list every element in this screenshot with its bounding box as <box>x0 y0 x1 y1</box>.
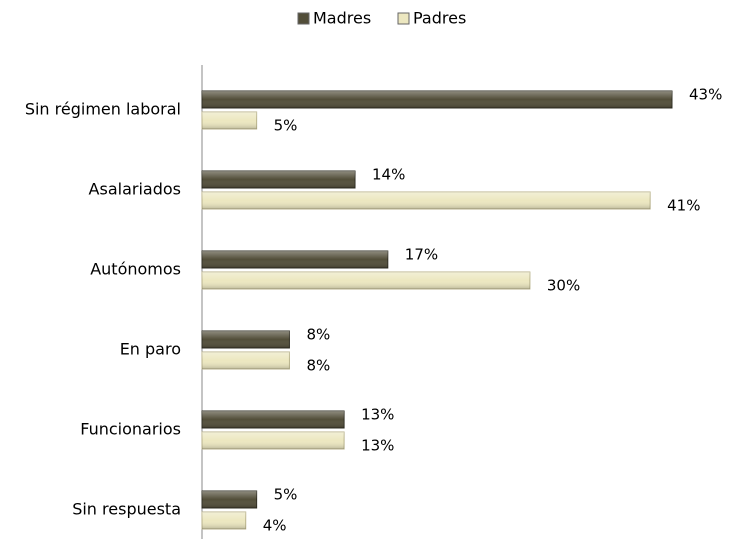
legend-swatch <box>397 12 410 25</box>
data-label: 17% <box>405 246 438 264</box>
data-label: 8% <box>306 326 330 344</box>
data-label: 4% <box>263 517 287 535</box>
bar-shine <box>202 352 290 369</box>
bar-shine <box>202 171 356 188</box>
data-label: 14% <box>372 166 405 184</box>
legend-label: Madres <box>313 9 371 28</box>
legend-label: Padres <box>413 9 466 28</box>
data-label: 41% <box>667 197 700 215</box>
category-label: Asalariados <box>89 180 181 199</box>
bar-shine <box>202 251 388 268</box>
bar-shine <box>202 91 672 108</box>
bar-shine <box>202 491 257 508</box>
category-label: Funcionarios <box>80 420 181 439</box>
bar-shine <box>202 331 290 348</box>
data-label: 5% <box>274 117 298 135</box>
data-label: 43% <box>689 86 722 104</box>
category-label: Autónomos <box>90 260 181 279</box>
data-label: 30% <box>547 277 580 295</box>
legend-swatch <box>297 12 310 25</box>
category-label: Sin régimen laboral <box>25 100 181 119</box>
data-label: 5% <box>274 486 298 504</box>
bar-shine <box>202 512 246 529</box>
bar-shine <box>202 112 257 129</box>
bar-shine <box>202 192 651 209</box>
category-label: En paro <box>120 340 181 359</box>
data-label: 13% <box>361 437 394 455</box>
data-label: 13% <box>361 406 394 424</box>
bar-shine <box>202 411 345 428</box>
bar-shine <box>202 432 345 449</box>
data-label: 8% <box>306 357 330 375</box>
category-label: Sin respuesta <box>72 500 181 519</box>
bar-shine <box>202 272 530 289</box>
